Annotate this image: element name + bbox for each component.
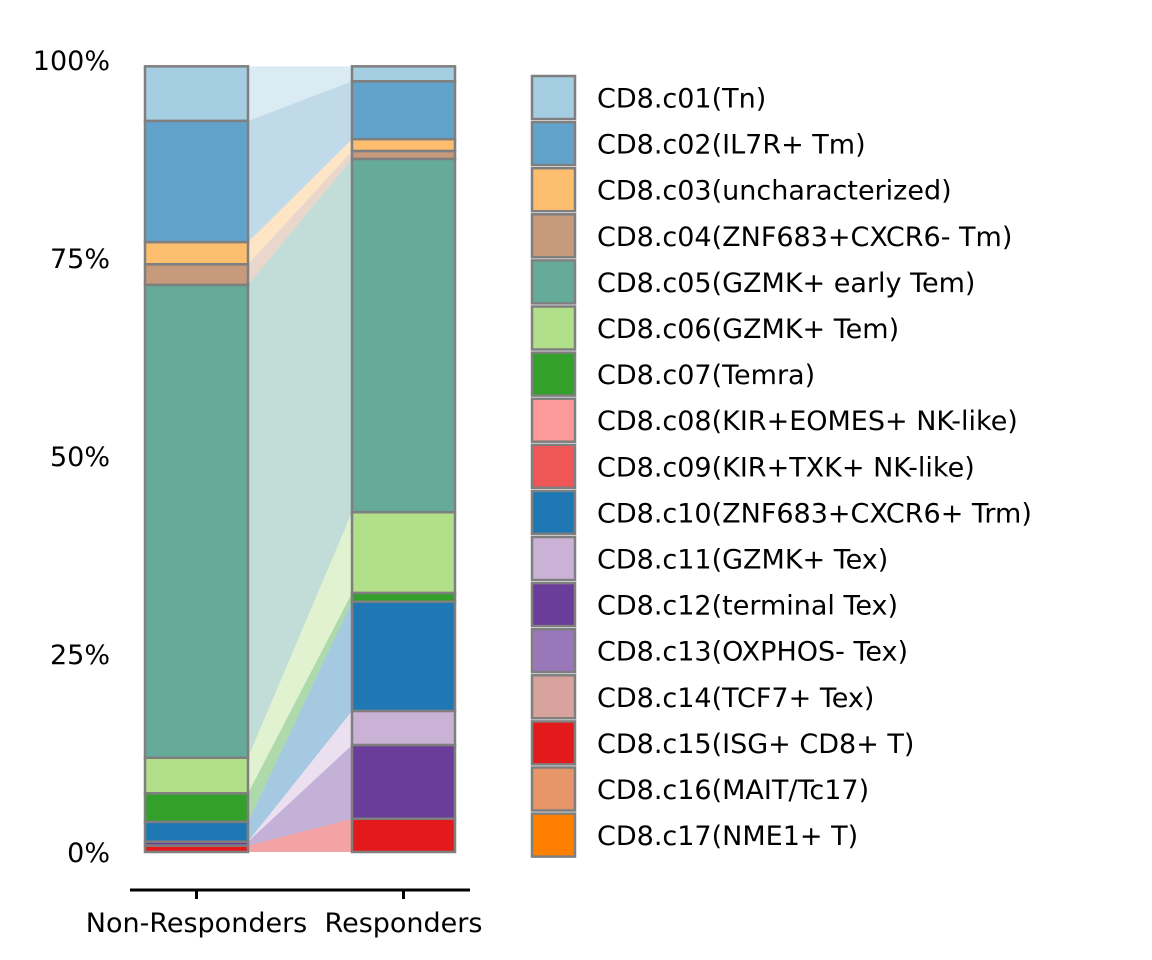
legend-label: CD8.c11(GZMK+ Tex) [597, 545, 888, 576]
legend-swatch [530, 535, 577, 582]
legend-swatch [530, 489, 577, 536]
flow-bands [248, 66, 352, 852]
stacked-bars [143, 65, 457, 854]
y-axis: 0% 25% 50% 75% 100% [33, 46, 110, 869]
legend-label: CD8.c03(uncharacterized) [597, 176, 952, 207]
legend-label: CD8.c02(IL7R+ Tm) [597, 130, 866, 161]
legend-swatch [530, 674, 577, 720]
legend-label: CD8.c15(ISG+ CD8+ T) [597, 729, 914, 760]
bar-segment [350, 80, 457, 141]
legend-swatch [530, 120, 577, 167]
legend-swatch [530, 627, 577, 674]
legend-label: CD8.c06(GZMK+ Tem) [597, 314, 899, 345]
bar-segment [143, 283, 250, 760]
legend-label: CD8.c05(GZMK+ early Tem) [597, 268, 975, 299]
flow-band [248, 711, 352, 842]
bar-segment [350, 157, 457, 514]
legend-label: CD8.c08(KIR+EOMES+ NK-like) [597, 406, 1018, 437]
legend-label: CD8.c13(OXPHOS- Tex) [597, 637, 908, 668]
legend-swatch [530, 766, 577, 812]
x-tick-label: Responders [325, 908, 483, 939]
legend-swatch [530, 720, 577, 766]
flow-band [248, 151, 352, 285]
bar-segment [143, 820, 250, 843]
x-axis: Non-Responders Responders [86, 888, 483, 939]
y-tick-label: 50% [50, 442, 110, 473]
flow-band [248, 66, 352, 121]
bar-segment [143, 240, 250, 266]
legend-swatch [530, 74, 577, 121]
bar-segment [350, 510, 457, 595]
bar-segment [350, 137, 457, 153]
legend-label: CD8.c16(MAIT/Tc17) [597, 775, 869, 806]
flow-band [248, 81, 352, 243]
bar-segment [143, 263, 250, 287]
y-tick-label: 100% [33, 46, 110, 77]
bar-segment [350, 600, 457, 713]
legend-swatch [530, 305, 577, 351]
legend-label: CD8.c09(KIR+TXK+ NK-like) [597, 452, 975, 483]
x-tick-label: Non-Responders [86, 908, 307, 939]
y-tick-label: 25% [50, 640, 110, 671]
legend-swatch [530, 812, 577, 858]
legend-label: CD8.c07(Temra) [597, 360, 815, 391]
bar-segment [143, 756, 250, 795]
flow-band [248, 159, 352, 758]
legend-swatch [530, 397, 577, 443]
legend-swatch [530, 581, 577, 628]
y-tick-label: 75% [50, 244, 110, 275]
legend-swatch [530, 259, 577, 305]
bar-segment [350, 591, 457, 603]
legend-swatch [530, 166, 577, 213]
legend-swatch [530, 351, 577, 397]
bar-segment [350, 817, 457, 854]
legend-label: CD8.c01(Tn) [597, 84, 766, 115]
bar-segment [143, 792, 250, 824]
bar-segment [350, 65, 457, 83]
bar-segment [143, 65, 250, 123]
legend-label: CD8.c17(NME1+ T) [597, 821, 858, 852]
y-tick-label: 0% [67, 838, 110, 869]
legend-label: CD8.c10(ZNF683+CXCR6+ Trm) [597, 498, 1032, 529]
bar-segment [350, 709, 457, 747]
legend: CD8.c01(Tn) CD8.c02(IL7R+ Tm) CD8.c03(unch… [530, 74, 1032, 858]
flow-band [248, 512, 352, 794]
bar-segment [143, 844, 250, 854]
legend-label: CD8.c12(terminal Tex) [597, 591, 898, 622]
flow-band [248, 593, 352, 822]
legend-label: CD8.c04(ZNF683+CXCR6- Tm) [597, 222, 1012, 253]
bar-segment [143, 119, 250, 244]
flow-band [248, 601, 352, 842]
legend-swatch [530, 443, 577, 490]
legend-label: CD8.c14(TCF7+ Tex) [597, 683, 874, 714]
flow-band [248, 818, 352, 852]
legend-swatch [530, 213, 577, 259]
flow-band [248, 745, 352, 846]
bar-segment [350, 743, 457, 820]
flow-band [248, 139, 352, 265]
